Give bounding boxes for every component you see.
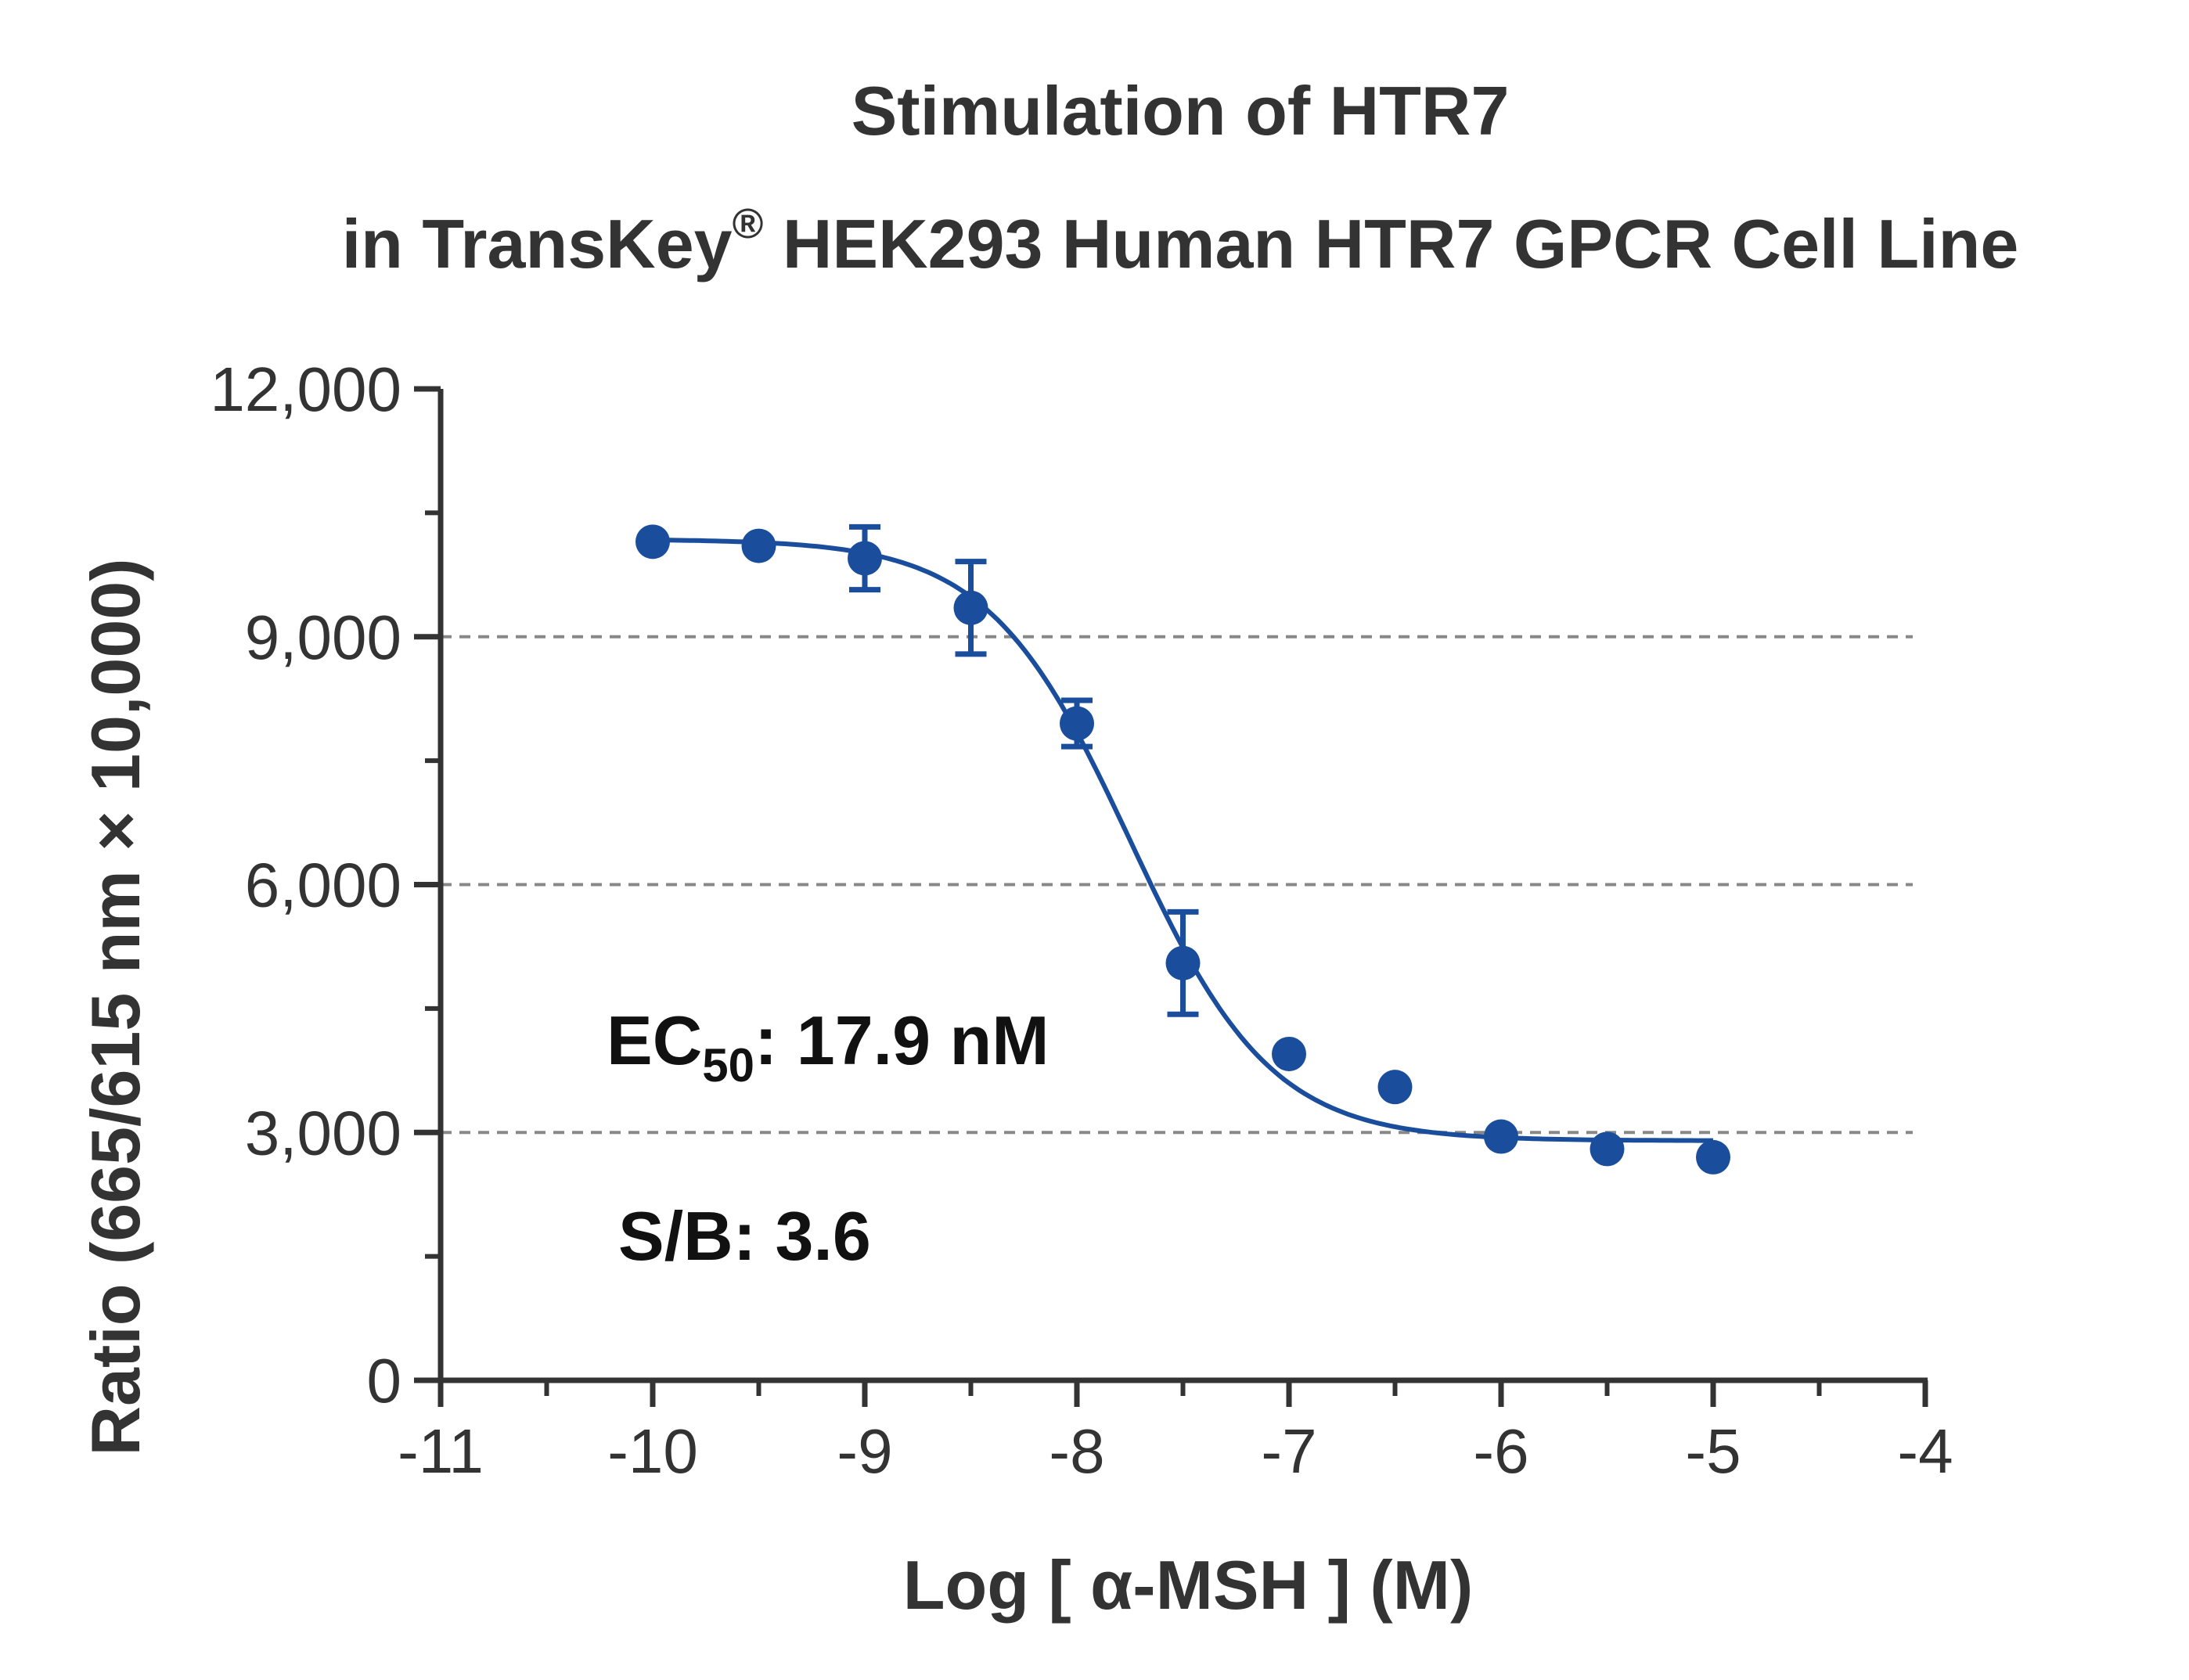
data-point <box>1165 945 1201 980</box>
chart-title-line1: Stimulation of HTR7 <box>851 72 1510 149</box>
x-tick-label: -10 <box>607 1416 698 1486</box>
x-tick-label: -5 <box>1685 1416 1741 1486</box>
x-tick-label: -9 <box>837 1416 892 1486</box>
y-tick-label: 6,000 <box>245 851 401 920</box>
data-point <box>635 524 670 559</box>
ec50-suffix: : 17.9 nM <box>754 1002 1049 1079</box>
ec50-annotation: EC50: 17.9 nM <box>607 1002 1049 1092</box>
data-point <box>953 590 988 625</box>
x-axis: -11 -10 -9 -8 -7 -6 -5 -4 <box>398 1377 1953 1486</box>
data-point <box>1272 1036 1306 1071</box>
error-bars <box>849 523 1199 1017</box>
data-point <box>1590 1131 1625 1167</box>
y-axis: 0 3,000 6,000 9,000 12,000 <box>210 354 444 1416</box>
registered-mark: ® <box>733 200 764 247</box>
chart-title-line2-pre: in TransKey <box>342 205 733 282</box>
data-point <box>741 528 776 563</box>
y-tick-label: 12,000 <box>210 354 401 424</box>
x-tick-label: -4 <box>1897 1416 1953 1486</box>
y-axis-label: Ratio (665/615 nm × 10,000) <box>77 558 154 1455</box>
ec50-prefix: EC <box>607 1002 702 1079</box>
gridlines <box>441 635 1913 1135</box>
ec50-subscript: 50 <box>702 1039 754 1092</box>
data-point <box>848 541 882 576</box>
data-point <box>1377 1070 1413 1105</box>
x-tick-label: -8 <box>1049 1416 1104 1486</box>
data-point <box>1484 1119 1518 1154</box>
chart-title-line2: in TransKey® HEK293 Human HTR7 GPCR Cell… <box>342 200 2019 282</box>
x-tick-label: -11 <box>398 1416 484 1486</box>
sb-annotation: S/B: 3.6 <box>618 1197 871 1275</box>
x-tick-label: -6 <box>1473 1416 1528 1486</box>
x-tick-label: -7 <box>1261 1416 1316 1486</box>
y-tick-label: 0 <box>367 1346 402 1416</box>
y-tick-label: 9,000 <box>245 603 401 672</box>
data-point <box>1060 706 1094 741</box>
data-points <box>635 524 1730 1175</box>
chart-title-line2-post: HEK293 Human HTR7 GPCR Cell Line <box>763 205 2018 282</box>
y-tick-label: 3,000 <box>245 1098 401 1167</box>
x-axis-label: Log [ α-MSH ] (M) <box>903 1546 1474 1624</box>
data-point <box>1696 1139 1730 1175</box>
